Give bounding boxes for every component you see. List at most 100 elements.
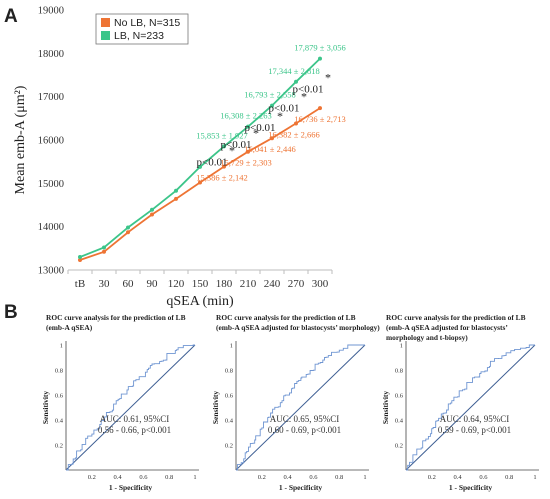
y-axis-label: Mean emb-A (μm²) [13, 85, 28, 194]
significance-star: * [253, 126, 259, 140]
data-label: 16,382 ± 2,666 [268, 129, 319, 139]
roc-y-tick-label: 0.6 [225, 393, 234, 400]
data-point [174, 196, 178, 201]
p-value-label: p<0.01 [197, 156, 228, 168]
roc-reference-line [235, 344, 366, 471]
roc-x-tick-label: 0.4 [284, 474, 293, 481]
y-tick-label: 17000 [38, 92, 64, 103]
roc-x-tick-label: 0.2 [428, 474, 436, 481]
roc-reference-line [405, 344, 536, 471]
roc-y-tick-label: 0.8 [55, 368, 63, 375]
data-point [126, 230, 130, 235]
roc-y-tick-label: 0.2 [395, 443, 403, 450]
y-tick-label: 19000 [38, 6, 64, 17]
roc-y-tick-label: 1 [230, 343, 233, 350]
roc-y-tick-label: 0.8 [395, 368, 403, 375]
data-point [198, 164, 202, 169]
significance-star: * [277, 109, 283, 123]
roc-curve [236, 344, 365, 471]
roc-y-tick-label: 0.4 [55, 418, 64, 425]
legend-swatch [101, 31, 110, 40]
roc-chart-3: ROC curve analysis for the prediction of… [381, 313, 539, 492]
x-tick-label: 90 [147, 278, 159, 290]
data-label: 15,729 ± 2,303 [220, 158, 271, 168]
roc-x-tick-label: 0.6 [139, 474, 148, 481]
data-point [222, 164, 226, 169]
y-tick-label: 18000 [38, 49, 64, 60]
roc-title-line: (emb-A qSEA adjusted for blastocysts’ mo… [216, 323, 380, 332]
data-point [78, 258, 82, 263]
legend-swatch [101, 18, 110, 27]
significance-star: * [301, 90, 307, 104]
roc-title-line: (emb-A qSEA adjusted for blastocysts’ [386, 323, 508, 332]
legend-label: LB, N=233 [114, 30, 164, 42]
roc-y-axis-label: Sensitivity [41, 391, 50, 425]
data-point [318, 106, 322, 111]
roc-x-tick-label: 0.6 [309, 474, 318, 481]
roc-auc-text: 0.56 - 0.66, p<0.001 [98, 425, 171, 435]
data-point [198, 180, 202, 185]
x-tick-label: 210 [240, 278, 257, 290]
roc-x-axis-label: 1 - Specificity [109, 483, 153, 492]
data-point [270, 136, 274, 141]
roc-title-line: (emb-A qSEA) [46, 323, 93, 332]
data-point [318, 56, 322, 61]
roc-curve [406, 344, 535, 471]
roc-auc-text: AUC: 0.64, 95%CI [440, 414, 510, 424]
roc-auc-text: AUC: 0.65, 95%CI [270, 414, 340, 424]
roc-auc-text: 0.59 - 0.69, p<0.001 [438, 425, 511, 435]
roc-x-tick-label: 1 [533, 474, 536, 481]
p-value-label: p<0.01 [221, 139, 252, 151]
p-value-label: p<0.01 [293, 83, 324, 95]
data-point [126, 225, 130, 230]
roc-y-tick-label: 0.6 [55, 393, 64, 400]
legend-box [95, 13, 189, 45]
roc-x-tick-label: 1 [193, 474, 196, 481]
roc-title-line: ROC curve analysis for the prediction of… [46, 313, 186, 322]
data-point [294, 79, 298, 84]
roc-y-tick-label: 1 [400, 343, 403, 350]
x-tick-label: 120 [168, 278, 185, 290]
roc-x-tick-label: 1 [363, 474, 366, 481]
roc-title-line: ROC curve analysis for the prediction of… [216, 313, 356, 322]
x-tick-label: 270 [288, 278, 305, 290]
x-axis-label: qSEA (min) [166, 294, 234, 309]
data-point [78, 255, 82, 259]
significance-star: * [229, 143, 235, 157]
roc-y-tick-label: 0.8 [225, 368, 233, 375]
data-point [222, 144, 226, 149]
roc-x-tick-label: 0.4 [114, 474, 123, 481]
roc-x-axis-label: 1 - Specificity [449, 483, 493, 492]
roc-y-tick-label: 1 [60, 343, 63, 350]
x-tick-label: 60 [123, 278, 135, 290]
data-label: 16,308 ± 2,263 [220, 111, 271, 121]
roc-auc-text: 0.60 - 0.69, p<0.001 [268, 425, 341, 435]
p-value-label: p<0.01 [245, 122, 276, 134]
data-label: 16,793 ± 2,558 [244, 90, 295, 100]
panel-label-b: B [4, 302, 18, 323]
data-point [150, 207, 154, 212]
roc-chart-2: ROC curve analysis for the prediction of… [211, 313, 380, 492]
data-label: 16,041 ± 2,446 [244, 144, 295, 154]
line-chart-emb-area: 13000 14000 15000 16000 17000 18000 19000 tB 30 6… [13, 6, 346, 310]
roc-x-axis-label: 1 - Specificity [279, 483, 323, 492]
roc-title-line: morphology and t-biopsy) [386, 333, 468, 342]
roc-chart-1: ROC curve analysis for the prediction of… [41, 313, 199, 492]
roc-y-tick-label: 0.2 [225, 443, 233, 450]
data-label: 16,736 ± 2,713 [294, 114, 345, 124]
data-point [246, 149, 250, 154]
roc-x-tick-label: 0.8 [505, 474, 513, 481]
y-tick-label: 15000 [38, 179, 64, 190]
data-label: 15,386 ± 2,142 [196, 173, 247, 183]
x-tick-label: 180 [216, 278, 233, 290]
roc-y-axis-label: Sensitivity [211, 391, 220, 425]
data-point [102, 245, 106, 250]
roc-y-tick-label: 0.4 [225, 418, 234, 425]
significance-star: * [325, 70, 331, 84]
roc-reference-line [65, 344, 196, 471]
data-point [246, 124, 250, 129]
y-tick-label: 13000 [38, 266, 64, 277]
roc-x-tick-label: 0.8 [335, 474, 343, 481]
data-label: 17,344 ± 2,818 [268, 66, 319, 76]
